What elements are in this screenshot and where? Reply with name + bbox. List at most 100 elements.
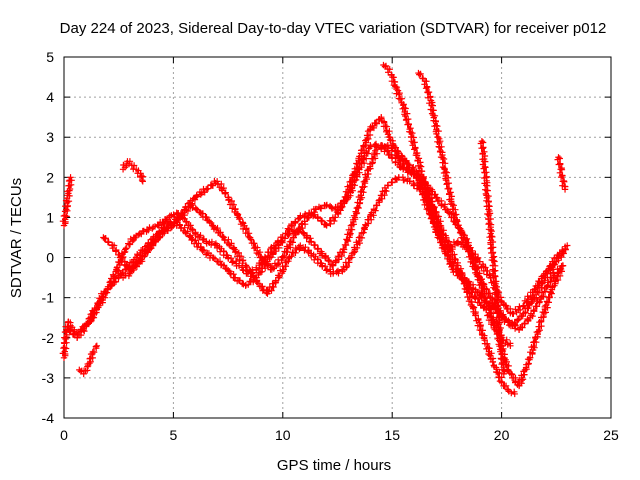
- data-point-run: [531, 272, 549, 293]
- data-point: [209, 222, 216, 229]
- data-point-run: [264, 274, 283, 295]
- data-point-run: [427, 102, 442, 141]
- data-point-run: [412, 151, 427, 180]
- data-point-run: [373, 182, 392, 209]
- data-point-run: [527, 295, 545, 320]
- data-point-run: [340, 248, 359, 271]
- data-point-run: [388, 155, 406, 171]
- y-axis-label: SDTVAR / TECUs: [8, 178, 25, 298]
- data-point: [561, 246, 569, 253]
- x-tick-label: 20: [494, 427, 510, 443]
- x-tick-label: 25: [603, 427, 619, 443]
- data-point: [93, 342, 101, 349]
- data-point-run: [447, 200, 462, 229]
- data-point-run: [505, 388, 518, 397]
- data-point-run: [177, 224, 194, 240]
- data-point-run: [59, 207, 71, 227]
- data-point-run: [355, 144, 373, 172]
- data-point-run: [192, 231, 208, 244]
- data-point-run: [286, 243, 303, 260]
- y-tick-label: 4: [46, 89, 54, 105]
- data-point-run: [167, 215, 182, 229]
- data-point-run: [377, 143, 395, 159]
- data-point-run: [559, 178, 569, 190]
- series-track-6: [76, 342, 101, 378]
- data-point-run: [125, 158, 134, 168]
- data-point-run: [489, 358, 505, 385]
- data-point-run: [438, 244, 456, 273]
- data-point-run: [421, 78, 436, 107]
- data-point-run: [472, 295, 488, 312]
- data-point-run: [477, 139, 489, 163]
- x-tick-labels: 0 5 10 15 20 25: [60, 427, 619, 443]
- data-point-run: [344, 166, 363, 199]
- data-point-run: [479, 158, 491, 187]
- data-point-run: [314, 215, 329, 228]
- data-point-run: [64, 177, 75, 195]
- data-point-run: [481, 291, 497, 321]
- y-tick-label: 3: [46, 129, 54, 145]
- y-tick-label: -3: [42, 370, 55, 386]
- data-point-run: [362, 202, 381, 228]
- chart-title: Day 224 of 2023, Sidereal Day-to-day VTE…: [60, 20, 607, 37]
- series-track-5: [59, 174, 75, 229]
- y-tick-label: 1: [46, 209, 54, 225]
- data-point: [507, 342, 514, 349]
- data-point-run: [82, 307, 98, 328]
- series-track-11: [554, 154, 569, 193]
- data-point-run: [538, 274, 555, 300]
- data-point-run: [188, 235, 205, 251]
- y-tick-label: -4: [42, 410, 55, 426]
- data-point-run: [288, 215, 303, 228]
- data-point: [561, 186, 569, 193]
- data-point-run: [521, 295, 537, 316]
- x-tick-label: 10: [275, 427, 291, 443]
- data-point-run: [189, 201, 204, 216]
- x-tick-label: 0: [60, 427, 68, 443]
- data-point: [443, 206, 451, 213]
- data-point: [122, 246, 129, 253]
- data-point-run: [350, 175, 370, 219]
- data-point-run: [127, 259, 141, 276]
- data-point: [62, 206, 70, 213]
- data-point-run: [399, 104, 414, 132]
- y-tick-label: 5: [46, 49, 54, 65]
- x-axis-label: GPS time / hours: [277, 457, 391, 474]
- data-point-run: [362, 147, 381, 178]
- data-point-run: [134, 167, 142, 177]
- data-point-run: [242, 263, 261, 284]
- data-point-run: [268, 256, 285, 272]
- data-point-run: [334, 195, 351, 211]
- data-point-run: [554, 248, 567, 259]
- data-point-run: [358, 126, 374, 154]
- data-point-run: [59, 328, 70, 359]
- data-point-run: [486, 233, 498, 260]
- data-point-run: [135, 247, 150, 264]
- data-point-run: [385, 66, 395, 79]
- data-point-run: [62, 192, 73, 210]
- data-point-run: [488, 256, 500, 285]
- data-point-run: [495, 326, 507, 355]
- data-point-run: [290, 220, 309, 241]
- data-point-run: [472, 312, 488, 339]
- data-point-run: [232, 274, 247, 288]
- x-tick-label: 5: [170, 427, 178, 443]
- data-point-run: [406, 177, 423, 192]
- data-point-run: [517, 315, 532, 331]
- data-point-run: [416, 70, 427, 82]
- data-point: [500, 370, 507, 378]
- data-point-run: [213, 243, 231, 259]
- data-point-run: [155, 216, 171, 228]
- plot-frame: [63, 56, 612, 419]
- data-point-run: [297, 244, 312, 256]
- data-point-run: [505, 367, 522, 388]
- data-point-run: [395, 152, 412, 168]
- y-tick-label: -2: [42, 330, 55, 346]
- data-point-run: [132, 227, 150, 241]
- series-track-9: [415, 69, 514, 349]
- data-point: [511, 390, 518, 398]
- data-point-run: [490, 280, 502, 309]
- data-point-run: [225, 196, 242, 219]
- data-point: [504, 386, 512, 394]
- data-point-run: [482, 182, 493, 210]
